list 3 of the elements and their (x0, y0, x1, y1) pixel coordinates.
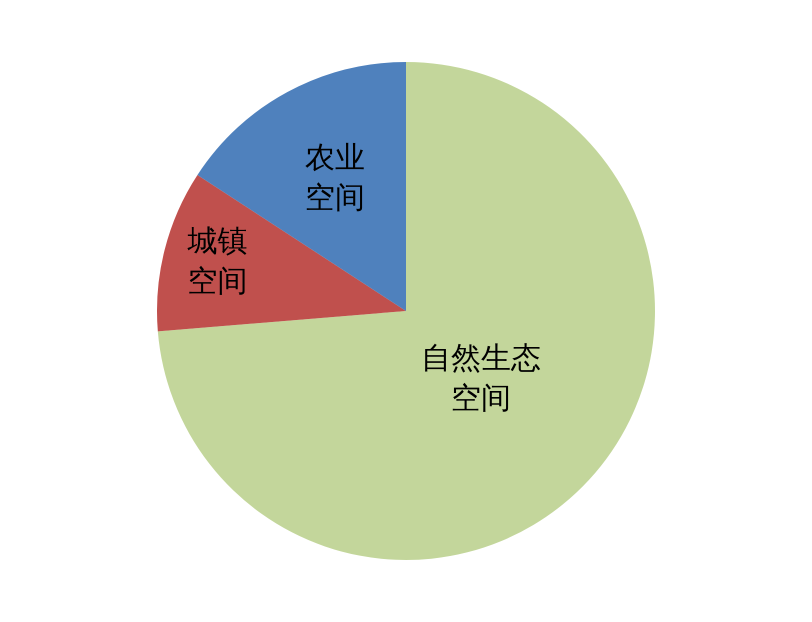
slice-label: 自然生态空间 (421, 340, 542, 416)
slice-label: 城镇空间 (186, 224, 248, 300)
slice-label: 农业空间 (304, 140, 365, 216)
